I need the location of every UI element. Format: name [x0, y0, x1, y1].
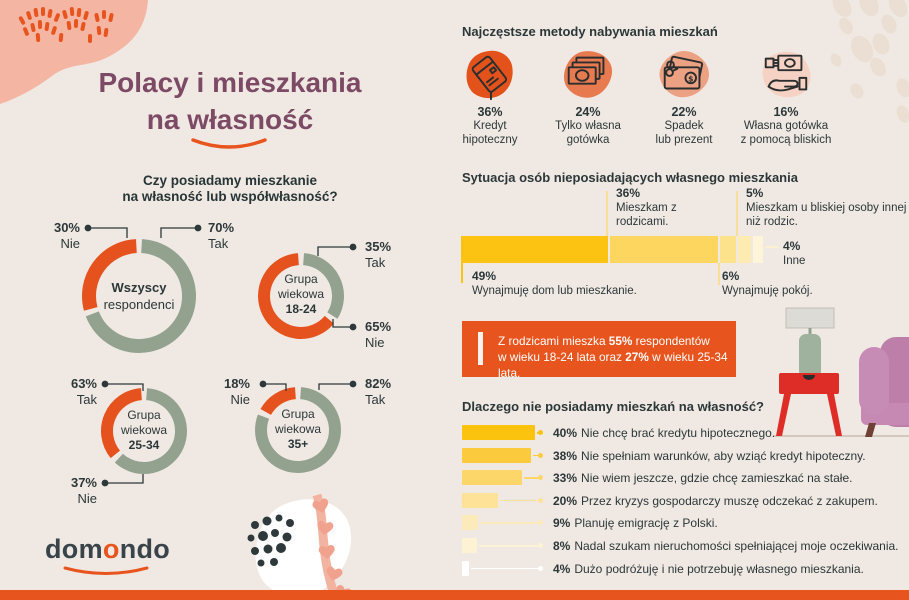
reason-row: 8% Nadal szukam nieruchomości spełniające…: [462, 538, 909, 553]
banknotes-icon: [564, 51, 613, 98]
leader-line: [500, 499, 541, 502]
donut-center-35plus: Grupa wiekowa 35+: [274, 407, 322, 451]
lamp-icon: [785, 307, 835, 378]
stacked-segment: [752, 236, 763, 263]
donut-center-all: Wszyscy respondenci: [103, 280, 175, 312]
reason-label: 33% Nie wiem jeszcze, gdzie chcę zamieszk…: [553, 471, 853, 486]
reason-row: 20% Przez kryzys gospodarczy muszę odczek…: [462, 492, 909, 508]
reason-row: 9% Planuję emigrację z Polski.: [462, 515, 909, 531]
side-table-icon: [776, 373, 842, 436]
credit-card-icon: [466, 50, 513, 101]
decor-blob-top-left: [0, 0, 148, 104]
stacked-label-6: 6% Wynajmuję pokój.: [722, 269, 813, 297]
donut-center-18-24: Grupa wiekowa 18-24: [277, 272, 325, 316]
stacked-segment: [737, 236, 751, 263]
logo: domondo: [45, 534, 171, 564]
donut-label-25-34-tak: 63% Tak: [70, 376, 97, 407]
furniture-illustration: [773, 307, 909, 437]
reason-row: 40% Nie chcę brać kredytu hipotecznego.: [462, 425, 909, 440]
donut-label-all-nie: 30% Nie: [53, 220, 80, 251]
donut-center-25-34: Grupa wiekowa 25-34: [120, 408, 168, 452]
stacked-segment: [462, 236, 609, 263]
stacked-segment: [719, 236, 736, 263]
reason-label: 38% Nie spełniam warunków, aby wziąć kred…: [553, 448, 866, 463]
hand-money-icon: [762, 51, 811, 98]
leader-dot: [538, 475, 543, 481]
reason-label: 40% Nie chcę brać kredytu hipotecznego.: [553, 426, 776, 440]
methods-title: Najczęstsze metody nabywania mieszkań: [462, 24, 718, 39]
donut-label-all-tak: 70% Tak: [208, 220, 235, 251]
reason-bar: [462, 560, 470, 576]
reason-bar: [462, 492, 499, 508]
donut-label-35plus-tak: 82% Tak: [365, 376, 392, 407]
callout-accent-bar: [478, 332, 483, 365]
stacked-label-36: 36% Mieszkam z rodzicami.: [616, 186, 677, 228]
leader-line: [736, 191, 738, 236]
leader-line: [471, 567, 541, 570]
reason-bar: [462, 538, 477, 553]
leader-dot: [538, 497, 543, 503]
leader-line: [480, 522, 541, 524]
decor-dashes: [18, 7, 114, 43]
reason-bar: [462, 425, 535, 440]
reason-row: 38% Nie spełniam warunków, aby wziąć kred…: [462, 447, 909, 463]
leader-line: [718, 263, 720, 285]
stacked-segment: [610, 236, 718, 263]
leader-line: [478, 545, 541, 547]
page-title: Polacy i mieszkania na własność: [98, 67, 362, 135]
reason-label: 9% Planuję emigrację z Polski.: [553, 516, 718, 531]
leader-line: [765, 246, 779, 248]
method-gotowka: 24% Tylko własna gotówka: [538, 48, 638, 147]
leader-dot: [538, 520, 543, 526]
reason-bar: [462, 515, 479, 531]
leader-line: [524, 477, 541, 479]
stacked-label-5: 5% Mieszkam u bliskiej osoby innej niż r…: [746, 186, 907, 228]
title-swoosh-icon: [191, 138, 267, 149]
reason-row: 4% Dużo podróżuję i nie potrzebuję własne…: [462, 560, 909, 576]
reason-label: 20% Przez kryzys gospodarczy muszę odczek…: [553, 493, 878, 508]
logo-swoosh-icon: [63, 566, 149, 575]
stacked-label-49: 49% Wynajmuję dom lub mieszkanie.: [472, 269, 637, 297]
svg-text:$: $: [688, 74, 693, 83]
donut-label-35plus-nie: 18% Nie: [223, 376, 250, 407]
decor-hearts-dots: [247, 493, 352, 600]
reason-label: 8% Nadal szukam nieruchomości spełniające…: [553, 539, 899, 553]
method-kredyt: 36% Kredyt hipoteczny: [442, 48, 538, 147]
donut-label-18-24-nie: 65% Nie: [365, 319, 392, 350]
dots: [247, 514, 294, 567]
bottom-accent-strip: [0, 590, 909, 600]
leader-line: [533, 454, 541, 457]
armchair-icon: [859, 337, 909, 437]
reasons-title: Dlaczego nie posiadamy mieszkań na własn…: [462, 399, 764, 414]
reason-label: 4% Dużo podróżuję i nie potrzebuję własne…: [553, 561, 864, 576]
leader-dot: [538, 452, 543, 458]
reason-bar: [462, 447, 532, 463]
donut-label-18-24-tak: 35% Tak: [365, 239, 392, 270]
situation-title: Sytuacja osób nieposiadających własnego …: [462, 170, 798, 185]
parents-callout: Z rodzicami mieszka 55% respondentów w w…: [462, 321, 736, 380]
situation-stacked-bar: [462, 236, 765, 263]
ownership-question: Czy posiadamy mieszkanie na własność lub…: [122, 173, 338, 204]
donut-label-25-34-nie: 37% Nie: [70, 475, 97, 506]
decor-petals-top-right: [830, 0, 909, 123]
leader-dot: [538, 565, 543, 571]
gift-icon: $: [659, 51, 709, 98]
reason-row: 33% Nie wiem jeszcze, gdzie chcę zamieszk…: [462, 470, 909, 486]
leader-dot: [538, 430, 543, 435]
leader-dot: [538, 543, 543, 548]
leader-line: [606, 191, 608, 236]
method-spadek: $ 22% Spadek lub prezent: [634, 48, 734, 147]
method-pomoc-bliskich: 16% Własna gotówka z pomocą bliskich: [730, 48, 842, 147]
reason-bar: [462, 470, 523, 486]
callout-text: Z rodzicami mieszka 55% respondentów w w…: [498, 334, 728, 380]
stacked-label-4: 4% Inne: [783, 239, 806, 267]
